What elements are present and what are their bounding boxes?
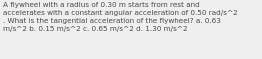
Text: A flywheel with a radius of 0.30 m starts from rest and
accelerates with a const: A flywheel with a radius of 0.30 m start…: [3, 2, 238, 32]
